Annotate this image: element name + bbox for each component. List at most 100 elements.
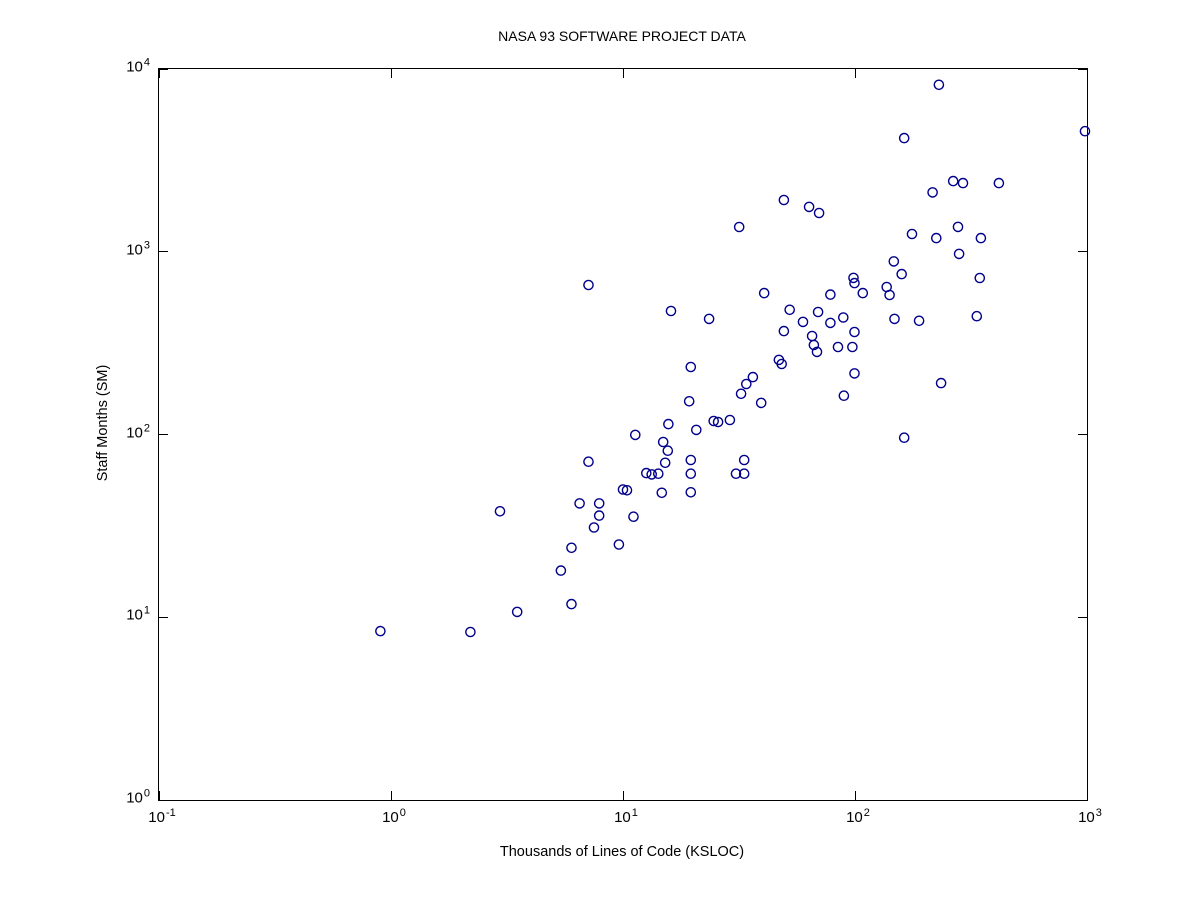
y-tick-mark [1078,799,1087,801]
data-point [797,316,809,328]
data-point [703,313,715,325]
data-point [730,468,742,480]
data-point [621,484,633,496]
data-point [465,626,476,638]
data-point [847,341,858,353]
y-tick-label: 100 [126,787,150,807]
data-point [832,341,844,353]
data-point [640,467,652,479]
data-point [662,445,674,457]
y-tick-mark [159,616,168,618]
data-point [588,522,600,533]
data-point [629,429,641,441]
data-point [974,272,986,284]
data-point [628,511,639,523]
data-point [738,454,750,466]
x-tick-mark [390,69,392,78]
data-point [947,175,959,187]
data-point [913,315,925,327]
data-point [784,304,796,316]
x-tick-mark [622,69,624,78]
data-point [593,510,605,521]
x-tick-label: 10-1 [148,807,176,826]
data-point [888,256,900,267]
data-point [724,414,736,426]
y-tick-mark [1078,616,1087,618]
x-tick-mark [854,791,856,800]
data-point [806,330,818,342]
data-point [685,468,697,480]
data-point [646,469,658,480]
x-tick-label: 103 [1078,807,1102,826]
y-tick-mark [1078,251,1087,253]
x-tick-label: 102 [846,807,870,826]
data-point [583,456,594,468]
data-point [747,371,759,383]
x-tick-mark [622,791,624,800]
data-point [896,268,908,280]
data-point [566,542,577,554]
data-point [813,207,825,219]
data-point [656,487,668,499]
y-tick-label: 101 [126,604,150,624]
x-tick-label: 100 [382,807,406,826]
data-point [712,416,724,428]
data-point [838,312,849,323]
y-tick-mark [159,68,168,70]
data-point [971,310,983,322]
data-point [906,228,918,240]
data-point [812,306,824,318]
data-point [375,625,386,637]
x-tick-mark [1086,791,1088,800]
data-point [652,468,664,480]
data-point [778,194,790,206]
y-tick-mark [159,799,168,801]
data-point [741,378,752,390]
y-tick-mark [159,434,168,435]
data-point [511,606,523,618]
data-point [931,232,942,244]
x-tick-mark [1086,69,1088,78]
plot-area [158,68,1091,801]
data-point [889,313,900,325]
x-tick-mark [854,69,856,78]
data-point [849,277,860,289]
data-point [755,397,767,409]
y-tick-label: 103 [126,239,150,259]
data-point [849,368,860,379]
data-point [683,395,695,407]
data-point [975,232,987,244]
data-point [935,377,947,389]
x-axis-label: Thousands of Lines of Code (KSLOC) [499,844,745,860]
data-point [555,565,567,576]
y-tick-label: 104 [126,56,150,76]
y-tick-mark [1078,68,1087,70]
data-point [613,539,625,550]
data-point [583,279,594,291]
data-point [838,390,850,402]
data-point [898,132,910,144]
x-tick-label: 101 [614,807,638,826]
data-point [927,187,938,198]
data-point [617,484,629,495]
data-point [593,498,605,509]
data-point [566,598,577,610]
data-point [849,326,860,338]
x-tick-mark [158,791,160,800]
y-tick-label: 102 [126,422,150,441]
data-point [665,305,677,317]
data-point [574,498,585,509]
x-tick-mark [390,791,392,800]
data-point [733,221,745,233]
data-point [494,505,506,517]
data-point [758,287,770,299]
y-tick-mark [159,251,168,253]
data-point [898,432,910,444]
data-point [685,361,697,373]
data-point [778,325,790,337]
data-point [953,248,965,260]
data-point [993,177,1005,189]
data-point [663,418,674,430]
data-point [884,289,895,301]
